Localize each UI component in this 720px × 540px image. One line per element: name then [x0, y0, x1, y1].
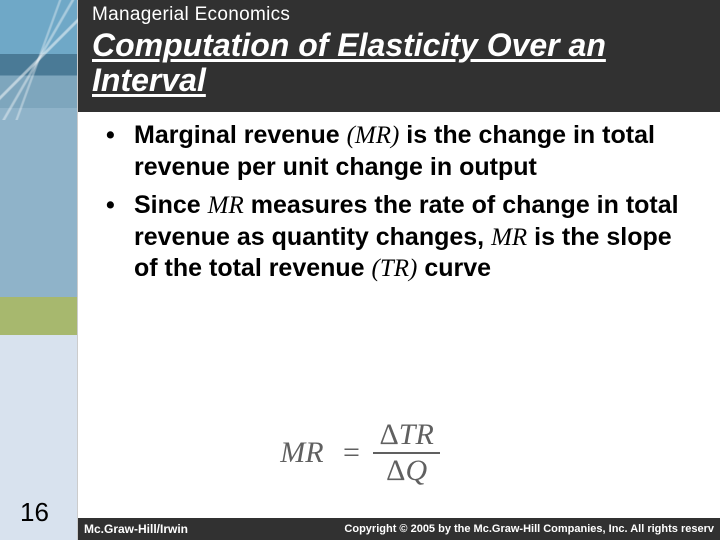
copyright-label: Copyright © 2005 by the Mc.Graw-Hill Com…	[344, 523, 714, 535]
tr-var: TR	[399, 418, 434, 451]
delta-symbol: Δ	[386, 454, 405, 487]
slide-body: Marginal revenue (MR) is the change in t…	[78, 120, 700, 293]
formula-lhs: MR	[280, 438, 323, 468]
formula-numerator: ΔTR	[373, 420, 439, 454]
formula-denominator: ΔQ	[373, 454, 439, 486]
delta-symbol: Δ	[379, 418, 398, 451]
slide-title: Computation of Elasticity Over an Interv…	[92, 28, 708, 97]
bullet-text: Since	[134, 191, 208, 219]
equals-sign: =	[343, 438, 360, 468]
bullet-list: Marginal revenue (MR) is the change in t…	[78, 120, 700, 285]
bullet-text: curve	[417, 254, 491, 282]
slide-footer: Mc.Graw-Hill/Irwin Copyright © 2005 by t…	[78, 518, 720, 540]
mr-formula: MR = ΔTR ΔQ	[280, 420, 440, 486]
course-label: Managerial Economics	[92, 4, 708, 26]
slide: Managerial Economics Computation of Elas…	[0, 0, 720, 540]
formula-region: MR = ΔTR ΔQ	[0, 420, 720, 486]
page-number: 16	[20, 497, 49, 528]
slide-header: Managerial Economics Computation of Elas…	[78, 0, 720, 112]
q-var: Q	[405, 454, 427, 487]
mr-italic: MR	[491, 224, 527, 251]
bullet-item: Since MR measures the rate of change in …	[78, 190, 700, 285]
bullet-text: Marginal revenue	[134, 121, 347, 149]
formula-fraction: ΔTR ΔQ	[373, 420, 439, 486]
mr-italic: MR	[208, 192, 244, 219]
tr-italic: (TR)	[372, 255, 418, 282]
bullet-item: Marginal revenue (MR) is the change in t…	[78, 120, 700, 182]
mr-italic: (MR)	[347, 122, 400, 149]
publisher-label: Mc.Graw-Hill/Irwin	[84, 522, 188, 536]
